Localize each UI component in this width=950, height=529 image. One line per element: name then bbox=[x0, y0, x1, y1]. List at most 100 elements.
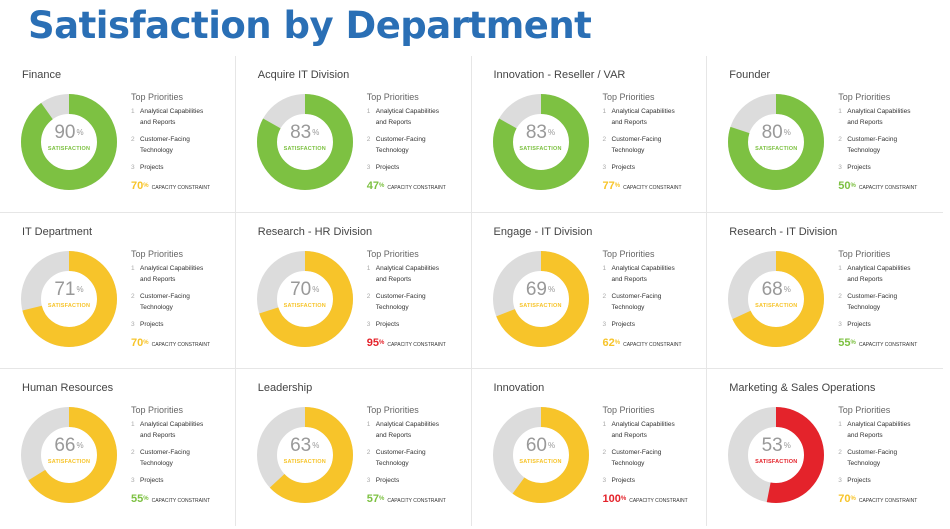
priority-item: 3 Projects bbox=[838, 162, 938, 173]
satisfaction-percent: 83% bbox=[255, 123, 355, 142]
top-priorities: Top Priorities 1 Analytical Capabilities… bbox=[367, 249, 467, 336]
donut-ring bbox=[21, 407, 117, 504]
priority-number: 3 bbox=[838, 477, 842, 485]
capacity-constraint: 57% CAPACITY CONSTRAINT bbox=[367, 494, 467, 506]
department-name: Innovation bbox=[493, 382, 545, 395]
priority-item: 1 Analytical Capabilities and Reports bbox=[838, 419, 938, 441]
capacity-constraint: 55% CAPACITY CONSTRAINT bbox=[838, 337, 938, 350]
donut-ring bbox=[492, 407, 589, 504]
percent-symbol: % bbox=[850, 496, 856, 503]
priority-text: Projects bbox=[375, 164, 400, 171]
priority-number: 2 bbox=[366, 449, 371, 457]
capacity-label: CAPACITY CONSTRAINT bbox=[151, 341, 211, 348]
priority-item: 2 Customer-Facing Technology bbox=[131, 134, 231, 156]
priority-item: 3 Projects bbox=[603, 319, 703, 330]
satisfaction-donut: 68% SATISFACTION bbox=[726, 249, 826, 349]
percent-symbol: % bbox=[783, 441, 791, 451]
priority-number: 3 bbox=[366, 164, 371, 171]
priority-text: Customer-Facing Technology bbox=[375, 292, 426, 311]
priorities-title: Top Priorities bbox=[131, 405, 184, 416]
priority-text: Analytical Capabilities and Reports bbox=[611, 421, 675, 440]
donut-fill bbox=[21, 94, 117, 190]
priority-text: Analytical Capabilities and Reports bbox=[140, 108, 204, 126]
priority-text: Projects bbox=[140, 164, 164, 171]
capacity-value: 95 bbox=[366, 336, 379, 349]
priority-number: 2 bbox=[602, 292, 607, 300]
satisfaction-value: 66 bbox=[54, 435, 76, 457]
priority-item: 1 Analytical Capabilities and Reports bbox=[131, 106, 231, 128]
priority-text: Analytical Capabilities and Reports bbox=[847, 108, 911, 126]
priority-item: 3 Projects bbox=[603, 475, 703, 486]
priority-item: 1 Analytical Capabilities and Reports bbox=[367, 263, 467, 285]
priority-text: Customer-Facing Technology bbox=[847, 136, 898, 154]
satisfaction-value: 71 bbox=[54, 278, 76, 300]
department-name: Research - IT Division bbox=[729, 225, 838, 238]
priority-item: 3 Projects bbox=[603, 162, 703, 173]
donut-fill bbox=[256, 94, 353, 190]
department-card: Leadership 63% SATISFACTION Top Prioriti… bbox=[236, 369, 472, 526]
satisfaction-label: SATISFACTION bbox=[283, 302, 326, 309]
page-title: Satisfaction by Department bbox=[28, 4, 592, 47]
priority-item: 2 Customer-Facing Technology bbox=[131, 291, 231, 313]
satisfaction-donut: 60% SATISFACTION bbox=[491, 405, 591, 505]
priority-number: 3 bbox=[366, 320, 371, 328]
satisfaction-label: SATISFACTION bbox=[519, 459, 562, 466]
capacity-value: 47 bbox=[366, 180, 379, 192]
capacity-constraint: 70% CAPACITY CONSTRAINT bbox=[838, 493, 938, 506]
capacity-value: 70 bbox=[838, 493, 851, 506]
satisfaction-value: 90 bbox=[54, 122, 76, 143]
department-name: Leadership bbox=[257, 382, 313, 395]
priority-number: 2 bbox=[131, 136, 135, 143]
top-priorities: Top Priorities 1 Analytical Capabilities… bbox=[367, 405, 467, 492]
donut-fill bbox=[21, 407, 117, 504]
donut-fill bbox=[492, 250, 589, 347]
donut-fill bbox=[21, 250, 117, 347]
priority-text: Customer-Facing Technology bbox=[611, 449, 662, 468]
capacity-label: CAPACITY CONSTRAINT bbox=[151, 498, 211, 505]
percent-symbol: % bbox=[379, 339, 385, 346]
satisfaction-percent: 68% bbox=[726, 280, 826, 299]
satisfaction-donut: 66% SATISFACTION bbox=[19, 405, 119, 505]
percent-symbol: % bbox=[76, 441, 84, 451]
priorities-title: Top Priorities bbox=[838, 248, 891, 259]
priority-text: Customer-Facing Technology bbox=[847, 449, 898, 468]
department-card: Research - HR Division 70% SATISFACTION … bbox=[235, 212, 472, 370]
donut-ring bbox=[728, 94, 825, 190]
department-card: Founder 80% SATISFACTION Top Priorities … bbox=[707, 56, 943, 213]
priority-item: 1 Analytical Capabilities and Reports bbox=[131, 263, 231, 285]
percent-symbol: % bbox=[379, 496, 385, 503]
priority-text: Customer-Facing Technology bbox=[140, 292, 190, 311]
priority-text: Projects bbox=[375, 477, 400, 485]
percent-symbol: % bbox=[312, 441, 320, 451]
priorities-title: Top Priorities bbox=[131, 92, 184, 102]
donut-fill bbox=[256, 250, 353, 347]
department-name: Human Resources bbox=[22, 382, 114, 395]
satisfaction-label: SATISFACTION bbox=[47, 146, 91, 152]
priority-number: 2 bbox=[366, 292, 371, 300]
priority-number: 1 bbox=[602, 108, 607, 115]
donut-ring bbox=[256, 94, 353, 190]
satisfaction-donut: 83% SATISFACTION bbox=[491, 92, 591, 192]
department-card: IT Department 71% SATISFACTION Top Prior… bbox=[0, 212, 236, 370]
satisfaction-percent: 53% bbox=[726, 436, 826, 455]
capacity-value: 50 bbox=[838, 180, 851, 192]
satisfaction-value: 68 bbox=[761, 278, 783, 300]
priority-item: 2 Customer-Facing Technology bbox=[838, 134, 938, 156]
priority-text: Analytical Capabilities and Reports bbox=[140, 264, 204, 283]
top-priorities: Top Priorities 1 Analytical Capabilities… bbox=[603, 405, 703, 492]
department-card: Acquire IT Division 83% SATISFACTION Top… bbox=[235, 56, 472, 213]
priority-item: 3 Projects bbox=[367, 162, 467, 173]
satisfaction-label: SATISFACTION bbox=[283, 146, 326, 152]
priority-text: Projects bbox=[375, 320, 400, 328]
priority-number: 2 bbox=[838, 292, 842, 300]
priorities-title: Top Priorities bbox=[838, 92, 891, 102]
top-priorities: Top Priorities 1 Analytical Capabilities… bbox=[603, 249, 703, 336]
capacity-value: 100 bbox=[602, 493, 621, 506]
priority-number: 1 bbox=[366, 108, 371, 115]
percent-symbol: % bbox=[850, 183, 856, 189]
satisfaction-donut: 70% SATISFACTION bbox=[255, 249, 355, 349]
satisfaction-percent: 70% bbox=[255, 280, 355, 299]
priorities-title: Top Priorities bbox=[366, 248, 419, 259]
capacity-label: CAPACITY CONSTRAINT bbox=[387, 498, 446, 505]
